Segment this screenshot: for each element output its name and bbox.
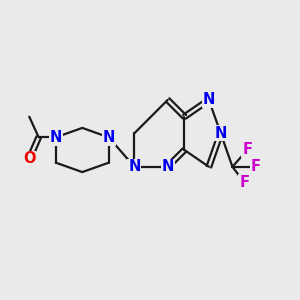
Text: N: N (161, 159, 174, 174)
Text: F: F (239, 175, 249, 190)
Text: N: N (203, 92, 215, 107)
Text: N: N (128, 159, 141, 174)
Text: F: F (242, 142, 252, 158)
Text: O: O (23, 151, 35, 166)
Text: N: N (50, 130, 62, 145)
Text: N: N (103, 130, 115, 145)
Text: N: N (214, 126, 227, 141)
Text: F: F (251, 159, 261, 174)
